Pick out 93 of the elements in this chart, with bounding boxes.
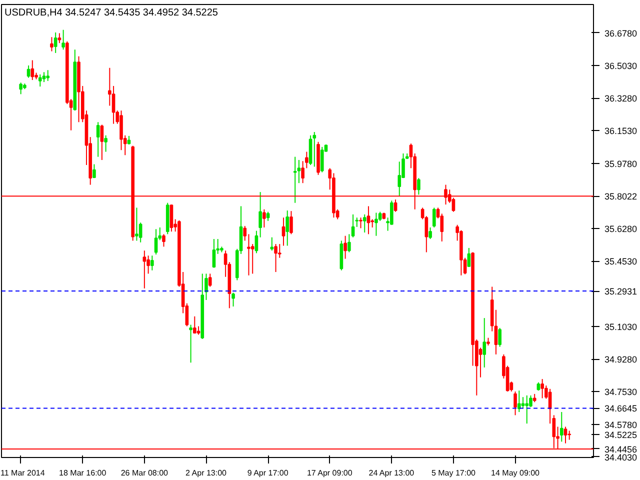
- candlestick: [266, 211, 270, 222]
- candlestick: [428, 226, 432, 240]
- candlestick: [46, 70, 50, 82]
- x-tick-label: 26 Mar 08:00: [120, 468, 169, 478]
- candlestick: [362, 214, 366, 233]
- candlestick: [212, 238, 216, 268]
- y-tick-label: 34.5780: [604, 420, 638, 430]
- candlestick: [42, 72, 46, 83]
- candlestick: [96, 122, 100, 158]
- y-tick-label: 35.6280: [604, 224, 638, 234]
- candlestick: [467, 247, 471, 268]
- candlestick: [398, 161, 402, 197]
- y-tick-label: 36.3280: [604, 94, 638, 104]
- x-tick-label: 2 Apr 13:00: [186, 468, 228, 478]
- candlestick: [54, 32, 58, 54]
- candlestick: [293, 156, 297, 204]
- candlestick: [344, 235, 347, 260]
- candlestick: [26, 64, 30, 78]
- candlestick: [38, 74, 42, 88]
- candlestick: [104, 134, 108, 152]
- candlestick: [50, 36, 54, 52]
- candlestick: [250, 244, 254, 274]
- y-tick-label: 36.6780: [604, 28, 638, 38]
- candlestick: [254, 230, 258, 254]
- candlestick: [297, 159, 301, 184]
- candlestick: [258, 192, 262, 238]
- x-tick-label: 17 Apr 09:00: [306, 468, 353, 478]
- candlestick: [138, 222, 142, 243]
- candlestick: [162, 234, 166, 248]
- candlestick: [189, 324, 192, 364]
- chart-title: USDRUB,H4 34.5247 34.5435 34.4952 34.5225: [4, 8, 218, 18]
- candlestick: [517, 390, 521, 413]
- candlestick: [540, 378, 544, 399]
- candlestick: [282, 217, 286, 246]
- candlestick: [432, 207, 436, 228]
- candlestick: [58, 32, 62, 44]
- candlestick: [274, 244, 278, 273]
- x-tick-label: 14 May 09:00: [491, 468, 540, 478]
- candlestick: [366, 206, 370, 235]
- candlestick: [112, 85, 116, 124]
- candlestick: [100, 124, 104, 160]
- candlestick: [394, 198, 398, 212]
- x-tick-label: 18 Mar 16:00: [59, 468, 107, 478]
- candlestick: [170, 204, 174, 232]
- y-tick-label: 35.4530: [604, 256, 638, 267]
- candlestick: [92, 164, 96, 179]
- candlestick: [30, 60, 34, 80]
- candlestick: [348, 234, 351, 253]
- x-tick-label: 5 May 17:00: [431, 468, 476, 478]
- candlestick: [154, 228, 158, 255]
- y-tick-label: 35.9780: [604, 158, 638, 169]
- y-tick-label: 36.1530: [604, 126, 638, 136]
- candlestick: [351, 214, 355, 238]
- candlestick: [374, 212, 378, 236]
- candlestick: [270, 236, 274, 252]
- x-tick-label: 9 Apr 17:00: [247, 468, 289, 478]
- candlestick: [560, 412, 564, 442]
- candlestick: [359, 217, 362, 229]
- candlestick: [142, 250, 146, 289]
- candlestick: [498, 327, 502, 348]
- candlestick: [208, 273, 212, 288]
- candlestick: [320, 146, 324, 173]
- candlestick: [120, 110, 123, 151]
- y-tick-label: 34.5225: [604, 430, 638, 440]
- y-tick-label: 35.1030: [604, 322, 638, 332]
- y-tick-label: 34.7530: [604, 387, 638, 398]
- candlestick: [312, 132, 316, 168]
- ref-line-label: 34.6645: [604, 404, 638, 414]
- candlestick: [564, 426, 568, 444]
- candlestick: [135, 207, 138, 242]
- ref-line-label: 35.2931: [604, 286, 638, 297]
- candlestick: [19, 82, 22, 95]
- ref-line-label: 35.8022: [604, 192, 638, 202]
- candlestick: [521, 396, 525, 410]
- candlestick: [286, 210, 290, 246]
- candlestick: [525, 394, 529, 424]
- ref-line-label: 34.4456: [604, 444, 638, 454]
- candlestick: [150, 255, 154, 271]
- y-tick-label: 34.9280: [604, 354, 638, 365]
- x-tick-label: 11 Mar 2014: [0, 468, 46, 478]
- candlestick: [262, 208, 266, 228]
- candlestick: [301, 160, 304, 184]
- candlestick: [482, 318, 486, 368]
- candlestick: [514, 391, 517, 416]
- y-tick-label: 34.4030: [604, 452, 638, 462]
- candlestick: [192, 316, 196, 334]
- candlestick: [232, 292, 235, 307]
- candlestick: [290, 210, 293, 235]
- y-tick-label: 36.5030: [604, 60, 638, 71]
- candlestick: [62, 29, 65, 50]
- candlestick: [378, 211, 382, 222]
- x-tick-label: 24 Apr 13:00: [368, 468, 415, 478]
- candlestick: [417, 178, 420, 196]
